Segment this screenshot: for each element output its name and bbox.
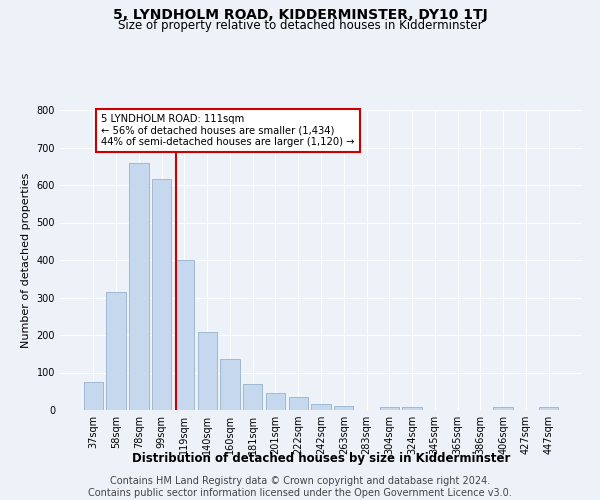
Bar xyxy=(129,162,149,410)
Bar xyxy=(84,382,103,410)
Text: Contains HM Land Registry data © Crown copyright and database right 2024.
Contai: Contains HM Land Registry data © Crown c… xyxy=(88,476,512,498)
Bar xyxy=(266,393,285,410)
Bar xyxy=(175,260,194,410)
Bar xyxy=(289,397,308,410)
Bar xyxy=(152,180,172,410)
Text: 5, LYNDHOLM ROAD, KIDDERMINSTER, DY10 1TJ: 5, LYNDHOLM ROAD, KIDDERMINSTER, DY10 1T… xyxy=(113,8,487,22)
Bar xyxy=(106,292,126,410)
Bar xyxy=(220,360,239,410)
Text: 5 LYNDHOLM ROAD: 111sqm
← 56% of detached houses are smaller (1,434)
44% of semi: 5 LYNDHOLM ROAD: 111sqm ← 56% of detache… xyxy=(101,114,355,147)
Bar xyxy=(311,404,331,410)
Bar xyxy=(334,406,353,410)
Bar xyxy=(243,384,262,410)
Bar xyxy=(380,407,399,410)
Y-axis label: Number of detached properties: Number of detached properties xyxy=(21,172,31,348)
Bar xyxy=(197,332,217,410)
Bar xyxy=(539,407,558,410)
Bar xyxy=(493,407,513,410)
Bar xyxy=(403,407,422,410)
Text: Distribution of detached houses by size in Kidderminster: Distribution of detached houses by size … xyxy=(132,452,510,465)
Text: Size of property relative to detached houses in Kidderminster: Size of property relative to detached ho… xyxy=(118,19,482,32)
